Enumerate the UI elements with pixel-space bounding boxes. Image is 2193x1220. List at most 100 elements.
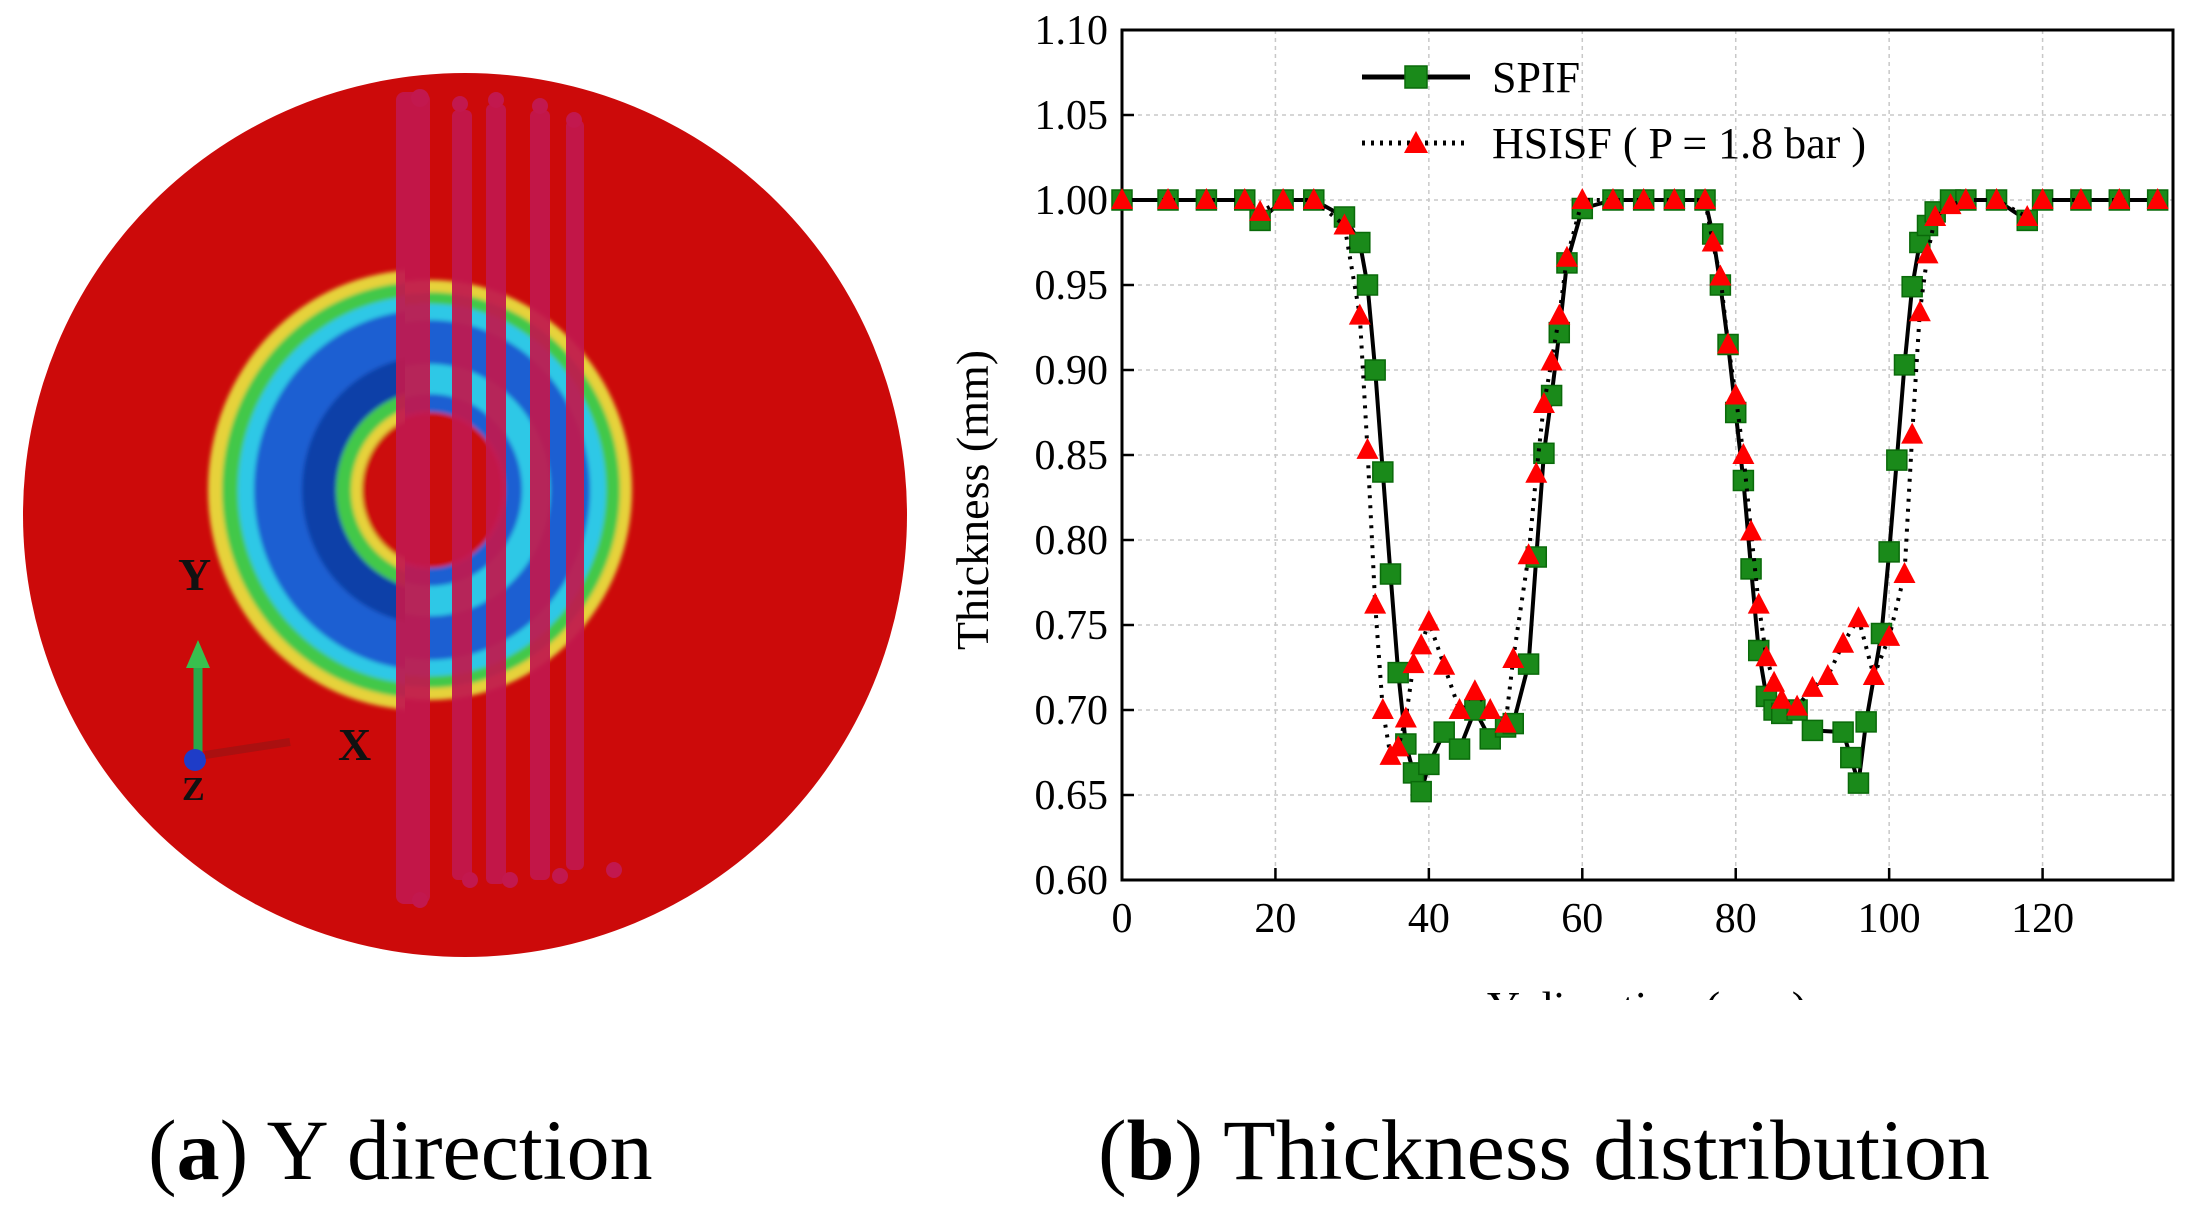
y-tick-label-5: 0.85 (1035, 433, 1109, 479)
y-tick-label-6: 0.90 (1035, 348, 1109, 394)
caption-b-letter: b (1126, 1102, 1175, 1198)
hsisf-point-27 (1540, 349, 1563, 371)
series-line-0 (1122, 198, 2158, 794)
hsisf-point-53 (1901, 422, 1924, 444)
x-axis-title: Y direction (mm) (1487, 982, 1807, 1000)
hsisf-point-56 (1924, 205, 1947, 226)
hsisf-point-39 (1732, 443, 1755, 464)
thickness-chart: 0.60 0.65 0.70 0.75 0.80 0.85 0.90 0.95 1.00 1.05… (947, 8, 2175, 1033)
stripe-5 (566, 120, 584, 870)
hsisf-point-54 (1908, 300, 1931, 322)
hsisf-point-44 (1770, 687, 1793, 709)
stripe-1 (396, 92, 430, 904)
x-tick-label-3: 60 (1561, 896, 1603, 942)
stripe-4 (530, 110, 550, 880)
spif-point-9 (1356, 274, 1379, 296)
hsisf-point-29 (1555, 245, 1578, 267)
spif-point-54 (1893, 354, 1916, 376)
hsisf-point-1 (1157, 188, 1180, 209)
hsisf-point-19 (1448, 698, 1471, 719)
spif-point-47 (1832, 721, 1854, 743)
hsisf-point-47 (1816, 664, 1839, 685)
y-tick-label-2: 0.70 (1035, 688, 1109, 734)
spif-point-18 (1433, 721, 1455, 743)
axis-label-y: Y (178, 549, 211, 600)
x-tick-label-2: 40 (1408, 896, 1450, 942)
hsisf-point-55 (1916, 242, 1939, 264)
spif-point-55 (1901, 275, 1923, 298)
hsisf-point-10 (1364, 592, 1387, 614)
hsisf-point-45 (1786, 694, 1809, 716)
hsisf-point-36 (1709, 264, 1732, 286)
y-tick-label-8: 1.00 (1035, 178, 1109, 224)
hsisf-point-6 (1302, 188, 1325, 209)
spif-point-46 (1801, 719, 1824, 742)
y-tick-label-7: 0.95 (1035, 263, 1109, 309)
hsisf-point-3 (1233, 188, 1256, 209)
hsisf-point-16 (1410, 633, 1433, 655)
x-tick-label-1: 20 (1254, 896, 1296, 942)
hsisf-point-35 (1701, 230, 1724, 252)
hsisf-point-61 (2031, 188, 2054, 209)
spif-point-40 (1740, 558, 1762, 580)
hsisf-point-9 (1356, 437, 1379, 459)
stripe-3 (486, 104, 506, 884)
caption-a: (a) Y direction (148, 1102, 653, 1198)
y-axis-title: Thickness (mm) (947, 350, 998, 650)
caption-b: (b) Thickness distribution (1098, 1102, 1990, 1198)
stripe-2 (452, 110, 472, 880)
x-tick-label-5: 100 (1858, 896, 1921, 942)
hsisf-point-25 (1525, 461, 1548, 483)
spif-point-10 (1364, 359, 1386, 381)
hsisf-point-20 (1463, 679, 1486, 701)
y-tick-label-4: 0.80 (1035, 518, 1109, 564)
axis-label-x: X (338, 719, 371, 770)
hsisf-point-50 (1862, 664, 1885, 685)
series-line-1 (1122, 198, 2158, 758)
axis-label-z: Z (182, 771, 205, 808)
hsisf-point-62 (2069, 188, 2092, 209)
legend-hsisf-marker (1404, 131, 1428, 153)
hsisf-point-63 (2108, 188, 2131, 209)
hsisf-point-59 (1985, 188, 2008, 209)
hsisf-point-18 (1433, 653, 1456, 675)
hsisf-point-38 (1724, 383, 1747, 405)
spif-point-28 (1548, 321, 1571, 344)
hsisf-point-14 (1394, 706, 1417, 728)
spif-point-19 (1448, 738, 1471, 760)
hsisf-point-24 (1517, 543, 1540, 565)
legend-spif-label: SPIF (1492, 53, 1580, 102)
spif-point-11 (1372, 461, 1394, 483)
hsisf-point-5 (1272, 188, 1295, 209)
spif-point-50 (1855, 711, 1877, 733)
legend-hsisf-label: HSISF ( P = 1.8 bar ) (1492, 119, 1866, 168)
hsisf-point-0 (1111, 188, 1133, 209)
caption-b-text: Thickness distribution (1223, 1102, 1990, 1198)
hsisf-point-42 (1755, 645, 1778, 667)
coordinate-triad: Y X Z (178, 549, 371, 808)
spif-point-26 (1533, 442, 1555, 465)
hsisf-point-23 (1502, 647, 1525, 668)
hsisf-point-26 (1532, 392, 1555, 413)
hsisf-point-41 (1747, 592, 1770, 614)
contour-image-panel: Y X Z (0, 0, 930, 1000)
hsisf-point-4 (1249, 199, 1272, 221)
legend: SPIF HSISF ( P = 1.8 bar ) (1362, 53, 1866, 168)
x-tick-label-0: 0 (1112, 896, 1133, 942)
contour-image: Y X Z (23, 73, 907, 957)
hsisf-point-64 (2146, 188, 2169, 209)
stripe-dots (411, 89, 622, 908)
contour-rings (208, 270, 405, 710)
thickness-chart-panel: 0.60 0.65 0.70 0.75 0.80 0.85 0.90 0.95 1.00 1.05… (930, 0, 2193, 1033)
hsisf-point-43 (1763, 670, 1786, 692)
hsisf-point-2 (1195, 188, 1218, 209)
spif-point-8 (1349, 231, 1371, 254)
spif-point-16 (1410, 780, 1432, 803)
hsisf-point-8 (1348, 303, 1371, 325)
spif-point-39 (1732, 469, 1755, 492)
y-tick-label-10: 1.10 (1035, 8, 1109, 54)
series-layer (1111, 188, 2169, 803)
spif-point-38 (1724, 401, 1747, 424)
measurement-stripes (396, 92, 584, 904)
y-tick-label-0: 0.60 (1035, 858, 1109, 904)
